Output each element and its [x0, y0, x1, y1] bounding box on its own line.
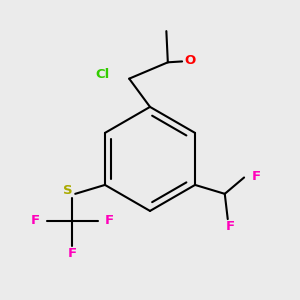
- Text: O: O: [184, 54, 195, 67]
- Text: F: F: [251, 169, 261, 182]
- Text: F: F: [105, 214, 114, 227]
- Text: F: F: [68, 247, 77, 260]
- Text: F: F: [226, 220, 235, 233]
- Text: Cl: Cl: [96, 68, 110, 81]
- Text: F: F: [30, 214, 40, 227]
- Text: S: S: [63, 184, 72, 197]
